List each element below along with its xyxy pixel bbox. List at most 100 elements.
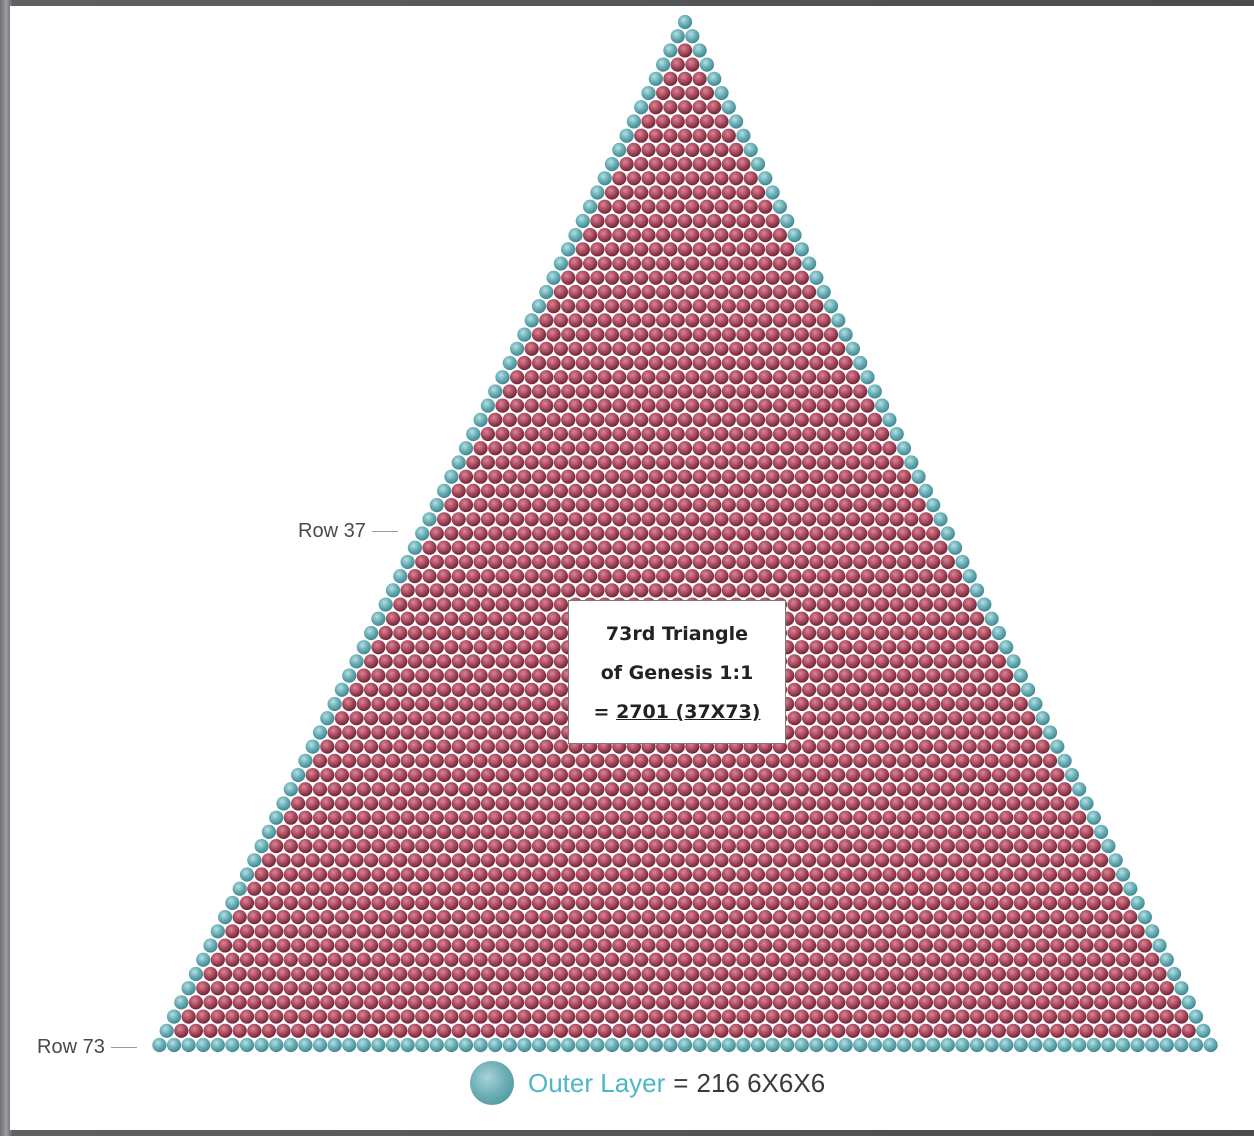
inner-dot xyxy=(758,426,773,442)
inner-dot xyxy=(816,483,831,498)
inner-dot xyxy=(882,696,897,712)
inner-dot xyxy=(1035,881,1050,896)
inner-dot xyxy=(794,810,809,825)
inner-dot xyxy=(327,753,342,768)
inner-dot xyxy=(480,483,495,498)
inner-dot xyxy=(977,739,992,754)
inner-dot xyxy=(823,782,839,797)
inner-dot xyxy=(502,583,517,598)
inner-dot xyxy=(714,199,729,214)
inner-dot xyxy=(955,611,970,626)
inner-dot xyxy=(955,640,970,655)
inner-dot xyxy=(875,995,890,1010)
inner-dot xyxy=(838,384,853,399)
inner-dot xyxy=(546,583,561,598)
inner-dot xyxy=(218,1023,233,1038)
inner-dot xyxy=(896,696,912,712)
inner-dot xyxy=(911,981,926,996)
inner-dot xyxy=(626,569,642,584)
inner-dot xyxy=(772,569,788,584)
inner-dot xyxy=(502,725,517,740)
inner-dot xyxy=(838,640,853,655)
inner-dot xyxy=(904,654,919,669)
inner-dot xyxy=(407,910,422,925)
inner-dot xyxy=(699,114,715,129)
inner-dot xyxy=(904,597,919,612)
inner-dot xyxy=(524,1023,539,1038)
inner-dot xyxy=(1013,838,1028,854)
inner-dot xyxy=(510,540,525,555)
inner-dot xyxy=(765,497,780,513)
inner-dot xyxy=(882,640,897,655)
inner-dot xyxy=(685,767,700,783)
inner-dot xyxy=(597,313,612,328)
inner-dot xyxy=(641,995,656,1010)
inner-dot xyxy=(422,569,437,584)
inner-dot xyxy=(407,881,422,896)
inner-dot xyxy=(699,540,715,555)
inner-dot xyxy=(809,583,824,598)
inner-dot xyxy=(787,398,802,413)
inner-dot xyxy=(1064,938,1079,953)
inner-dot xyxy=(867,696,882,712)
inner-dot xyxy=(685,57,700,72)
outer-dot xyxy=(802,256,817,271)
inner-dot xyxy=(787,256,802,271)
inner-dot xyxy=(553,398,569,413)
inner-dot xyxy=(517,753,532,768)
inner-dot xyxy=(539,540,554,555)
inner-dot xyxy=(670,540,685,555)
outer-dot xyxy=(875,398,890,413)
outer-dot xyxy=(283,1037,298,1053)
inner-dot xyxy=(583,370,598,385)
inner-dot xyxy=(568,796,583,811)
info-line-3-value: 2701 (37X73) xyxy=(616,701,761,723)
inner-dot xyxy=(663,128,678,143)
inner-dot xyxy=(721,384,736,399)
inner-dot xyxy=(663,952,678,967)
inner-dot xyxy=(896,867,912,882)
inner-dot xyxy=(539,569,554,584)
inner-dot xyxy=(188,995,203,1010)
outer-dot xyxy=(626,114,642,129)
inner-dot xyxy=(721,810,736,825)
inner-dot xyxy=(524,540,539,555)
inner-dot xyxy=(626,824,642,839)
inner-dot xyxy=(422,796,437,811)
inner-dot xyxy=(984,1009,999,1024)
outer-dot xyxy=(371,611,386,626)
inner-dot xyxy=(670,171,685,186)
outer-dot xyxy=(444,1037,459,1053)
inner-dot xyxy=(495,426,510,442)
inner-dot xyxy=(437,824,452,839)
inner-dot xyxy=(685,1023,700,1038)
inner-dot xyxy=(1064,824,1079,839)
inner-dot xyxy=(1035,966,1050,982)
inner-dot xyxy=(1152,966,1167,982)
outer-dot xyxy=(677,1037,693,1053)
inner-dot xyxy=(962,767,977,783)
outer-dot xyxy=(356,640,371,655)
inner-dot xyxy=(1035,796,1050,811)
inner-dot xyxy=(969,725,985,740)
inner-dot xyxy=(480,966,495,982)
outer-dot xyxy=(889,426,904,442)
inner-dot xyxy=(444,810,459,825)
inner-dot xyxy=(364,796,379,811)
inner-dot xyxy=(342,952,357,967)
inner-dot xyxy=(729,853,744,868)
outer-dot xyxy=(1188,1009,1204,1024)
inner-dot xyxy=(626,228,642,243)
inner-dot xyxy=(612,370,627,385)
inner-dot xyxy=(1086,952,1101,967)
inner-dot xyxy=(1013,725,1028,740)
inner-dot xyxy=(940,1009,955,1024)
inner-dot xyxy=(802,597,817,612)
inner-dot xyxy=(765,895,780,911)
inner-dot xyxy=(845,711,861,726)
outer-dot xyxy=(969,1037,985,1053)
inner-dot xyxy=(385,1009,401,1024)
inner-dot xyxy=(641,910,656,925)
inner-dot xyxy=(656,114,671,129)
inner-dot xyxy=(488,611,503,626)
